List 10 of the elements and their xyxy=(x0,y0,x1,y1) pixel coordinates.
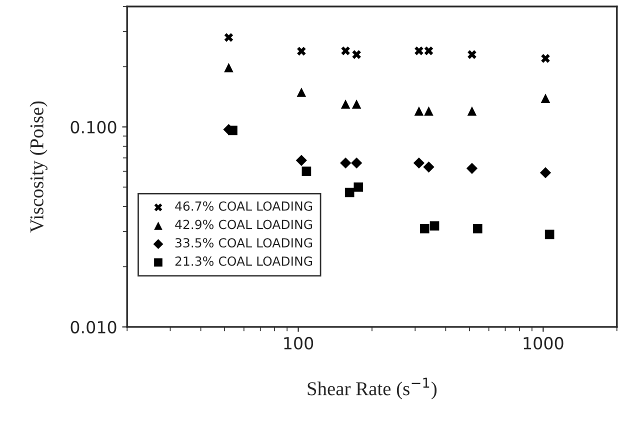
y-axis-title: Viscosity (Poise) xyxy=(30,101,48,233)
legend-label: 33.5% COAL LOADING xyxy=(175,238,312,248)
legend-label: 21.3% COAL LOADING xyxy=(175,256,312,266)
y-tick-label: 0.010 xyxy=(70,320,116,334)
x-axis-title: Shear Rate (s$^{−1}$) xyxy=(308,378,437,400)
legend-label: 42.9% COAL LOADING xyxy=(175,220,312,230)
x-tick-label: 1000 xyxy=(524,336,564,350)
y-tick-label: 0.100 xyxy=(70,120,116,134)
legend-label: 46.7% COAL LOADING xyxy=(175,201,312,211)
x-tick-label: 100 xyxy=(284,336,314,350)
